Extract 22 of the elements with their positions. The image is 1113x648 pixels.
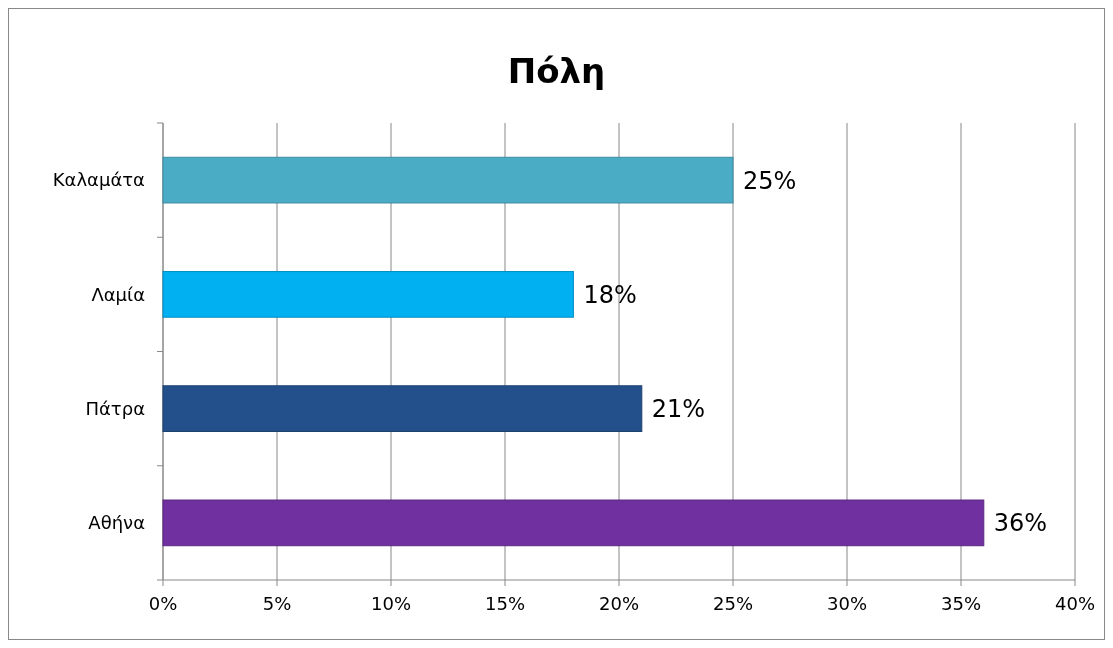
y-tick-label: Πάτρα [85,397,145,419]
bar [162,499,985,547]
chart-title: Πόλη [507,51,606,91]
x-tick-label: 40% [1054,593,1096,614]
y-tick-label: Καλαμάτα [52,169,145,191]
data-label: 36% [993,509,1048,538]
x-tick-label: 15% [484,593,526,614]
x-tick-label: 5% [262,593,292,614]
bar [162,271,574,318]
bar [162,156,734,204]
x-tick-label: 0% [148,593,178,614]
data-label: 21% [651,395,706,424]
data-label: 25% [743,166,797,195]
data-label: 18% [583,280,637,309]
x-tick-label: 30% [826,593,868,614]
x-tick-label: 20% [598,593,640,614]
bar [162,385,643,432]
x-tick-label: 25% [712,593,754,614]
x-tick-label: 35% [940,593,982,614]
x-tick-label: 10% [370,593,412,614]
y-tick-label: Αθήνα [88,512,145,534]
y-tick-label: Λαμία [91,283,145,305]
